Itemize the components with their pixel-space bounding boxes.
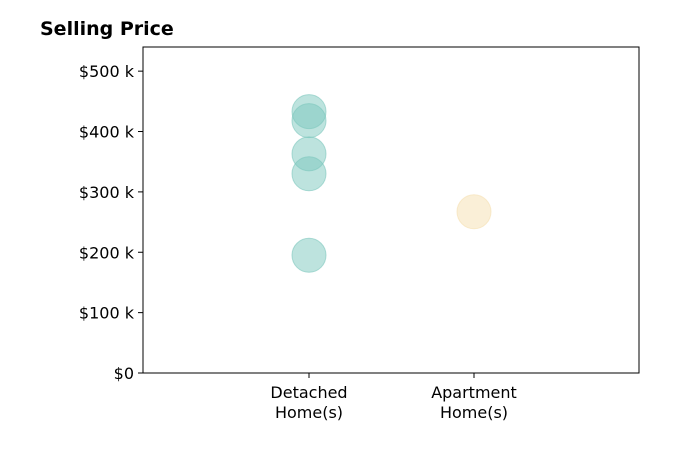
x-tick-label: Detached Home(s) (270, 383, 347, 422)
x-tick-label: Apartment Home(s) (431, 383, 517, 422)
x-axis: Detached Home(s) Apartment Home(s) (270, 373, 517, 422)
y-tick-label: $500 k (79, 62, 135, 81)
y-tick-label: $400 k (79, 123, 135, 142)
data-point (291, 103, 327, 139)
y-tick-label: $200 k (79, 243, 135, 262)
data-point (291, 156, 327, 192)
y-tick-label: $0 (114, 364, 134, 383)
chart-title: Selling Price (40, 18, 174, 40)
data-point (291, 237, 327, 273)
y-axis: $0 $100 k $200 k $300 k $400 k $500 k (79, 62, 143, 383)
y-tick-label: $300 k (79, 183, 135, 202)
y-tick-label: $100 k (79, 304, 135, 323)
data-points (291, 94, 492, 273)
data-point (456, 194, 492, 230)
plot-frame (142, 46, 640, 374)
